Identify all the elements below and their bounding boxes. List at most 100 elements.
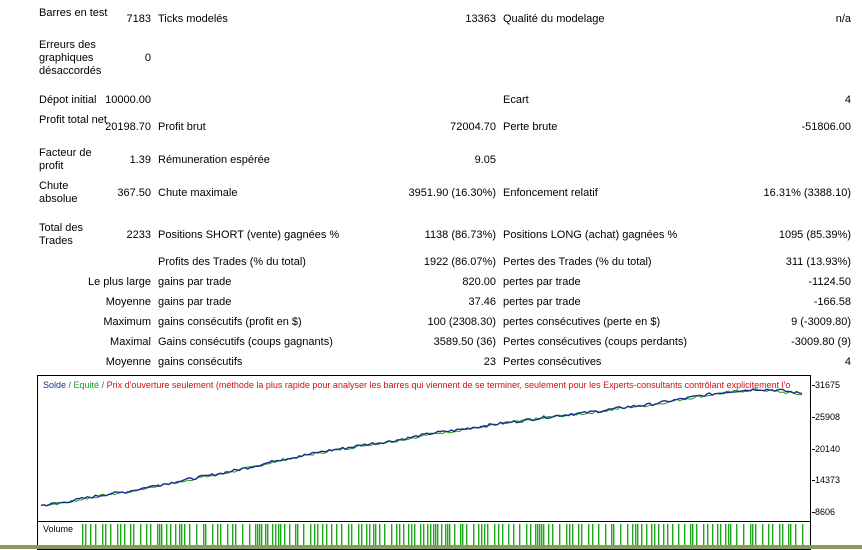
volume-bar bbox=[663, 524, 665, 547]
volume-bar bbox=[552, 524, 554, 547]
volume-bar bbox=[690, 524, 692, 547]
volume-bar bbox=[684, 524, 686, 547]
volume-bar bbox=[361, 524, 363, 547]
volume-bar bbox=[730, 524, 732, 547]
volume-bar bbox=[578, 524, 580, 547]
volume-bar bbox=[146, 524, 148, 547]
volume-bar bbox=[249, 524, 251, 547]
label-ecart: Ecart bbox=[503, 94, 529, 106]
volume-bar bbox=[725, 524, 727, 547]
value-ecart: 4 bbox=[844, 94, 851, 106]
value-pertes-consecutives-coups: -3009.80 (9) bbox=[791, 336, 851, 348]
volume-bar bbox=[322, 524, 324, 547]
volume-bar bbox=[166, 524, 168, 547]
volume-bar bbox=[772, 524, 774, 547]
y-tick-label: 14373 bbox=[815, 475, 841, 486]
volume-bar bbox=[707, 524, 709, 547]
label-depot-initial: Dépot initial bbox=[39, 94, 97, 106]
label-ticks-modeles: Ticks modelés bbox=[158, 13, 228, 25]
value-pertes-par-trade-moyenne: -166.58 bbox=[813, 296, 851, 308]
legend-solde: Solde bbox=[43, 380, 67, 390]
volume-bar bbox=[235, 524, 237, 547]
volume-bar bbox=[537, 524, 539, 547]
volume-bar bbox=[519, 524, 521, 547]
volume-bar bbox=[284, 524, 286, 547]
volume-bar bbox=[539, 524, 541, 547]
volume-bar bbox=[181, 524, 183, 547]
volume-bar bbox=[275, 524, 277, 547]
volume-bar bbox=[435, 524, 437, 547]
legend-equite: Equité bbox=[73, 380, 100, 390]
volume-bar bbox=[526, 524, 528, 547]
volume-bar bbox=[433, 524, 435, 547]
volume-bar bbox=[641, 524, 643, 547]
volume-bar bbox=[498, 524, 500, 547]
volume-bar bbox=[473, 524, 475, 547]
label-chute-maximale: Chute maximale bbox=[158, 187, 238, 199]
volume-bar bbox=[712, 524, 714, 547]
volume-bar bbox=[358, 524, 360, 547]
volume-bar bbox=[484, 524, 486, 547]
label-plus-large: Le plus large bbox=[88, 276, 151, 288]
volume-bar bbox=[396, 524, 398, 547]
y-tick-mark bbox=[812, 385, 815, 386]
volume-bar bbox=[203, 524, 205, 547]
label-positions-long: Positions LONG (achat) gagnées % bbox=[503, 229, 678, 241]
volume-bar bbox=[788, 524, 790, 547]
value-gains-par-trade-moyenne: 37.46 bbox=[468, 296, 496, 308]
volume-bar bbox=[408, 524, 410, 547]
label-remuneration-esperee: Rémuneration espérée bbox=[158, 154, 270, 166]
label-pertes-consecutives-coups: Pertes consécutives (coups perdants) bbox=[503, 336, 688, 348]
volume-bar bbox=[592, 524, 594, 547]
volume-bar bbox=[157, 524, 159, 547]
volume-label: Volume bbox=[43, 524, 74, 534]
label-maximal: Maximal bbox=[110, 336, 151, 348]
volume-bar bbox=[646, 524, 648, 547]
volume-bar bbox=[366, 524, 368, 547]
volume-bar bbox=[196, 524, 198, 547]
value-gains-consecutifs-moyenne: 23 bbox=[483, 356, 496, 368]
value-pertes-consecutives-perte: 9 (-3009.80) bbox=[791, 316, 851, 328]
volume-bar bbox=[317, 524, 319, 547]
volume-bar bbox=[82, 524, 84, 547]
volume-bar bbox=[120, 524, 122, 547]
volume-bar bbox=[314, 524, 316, 547]
volume-bar bbox=[658, 524, 660, 547]
volume-bar bbox=[530, 524, 532, 547]
volume-bar bbox=[750, 524, 752, 547]
volume-bar bbox=[598, 524, 600, 547]
desktop-strip bbox=[0, 545, 862, 549]
volume-bar bbox=[454, 524, 456, 547]
volume-bar bbox=[611, 524, 613, 547]
volume-bar bbox=[445, 524, 447, 547]
legend-separator: / bbox=[66, 380, 74, 390]
label-moyenne-consecutifs: Moyenne bbox=[105, 356, 151, 368]
volume-bar bbox=[295, 524, 297, 547]
label-facteur-profit: Facteur de profit bbox=[39, 147, 92, 172]
label-profit-total-net: Profit total net bbox=[39, 114, 107, 126]
label-gains-par-trade-large: gains par trade bbox=[158, 276, 232, 288]
volume-bar bbox=[743, 524, 745, 547]
volume-bar bbox=[423, 524, 425, 547]
volume-bar bbox=[391, 524, 393, 547]
volume-bar bbox=[481, 524, 483, 547]
volume-bar bbox=[110, 524, 112, 547]
volume-bar bbox=[667, 524, 669, 547]
value-depot-initial: 10000.00 bbox=[105, 94, 151, 106]
value-facteur-profit: 1.39 bbox=[129, 154, 151, 166]
value-remuneration-esperee: 9.05 bbox=[474, 154, 496, 166]
volume-bar bbox=[548, 524, 550, 547]
volume-bar bbox=[651, 524, 653, 547]
volume-bar bbox=[184, 524, 186, 547]
label-moyenne: Moyenne bbox=[105, 296, 151, 308]
label-pertes-par-trade-large: pertes par trade bbox=[503, 276, 581, 288]
chart-plot bbox=[40, 388, 803, 507]
legend-separator: / bbox=[99, 380, 107, 390]
volume-bar bbox=[117, 524, 119, 547]
volume-bar bbox=[205, 524, 207, 547]
volume-bar bbox=[105, 524, 107, 547]
volume-bar bbox=[375, 524, 377, 547]
volume-bar bbox=[508, 524, 510, 547]
volume-bar bbox=[430, 524, 432, 547]
volume-bar bbox=[566, 524, 568, 547]
